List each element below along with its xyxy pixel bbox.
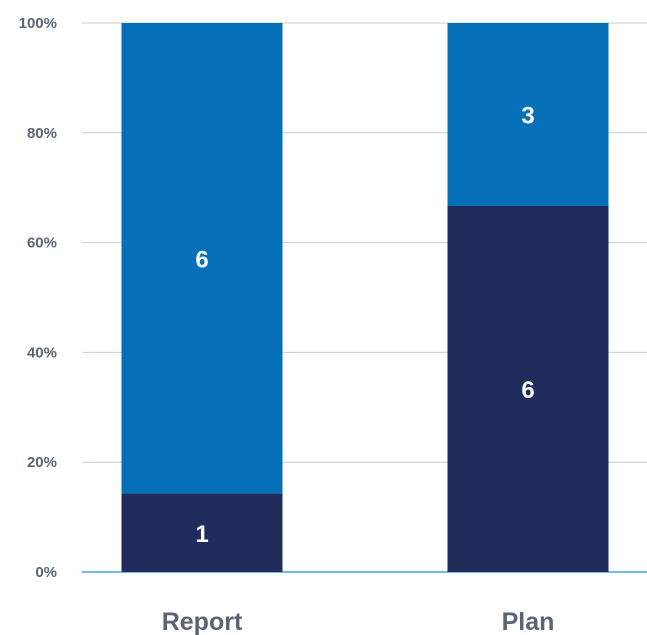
bar-segment <box>447 206 609 572</box>
y-tick-label: 60% <box>27 235 57 252</box>
y-tick-label: 100% <box>19 15 57 32</box>
data-label: 6 <box>521 377 534 404</box>
x-category-label: Plan <box>502 608 555 635</box>
y-tick-label: 20% <box>27 454 57 471</box>
bar-segment <box>121 23 283 494</box>
y-tick-label: 0% <box>35 564 57 581</box>
y-tick-label: 40% <box>27 344 57 361</box>
bars <box>121 23 609 572</box>
data-label: 1 <box>195 521 208 548</box>
data-label: 3 <box>521 103 534 130</box>
data-label: 6 <box>195 246 208 273</box>
bar-segment <box>447 23 609 206</box>
x-category-label: Report <box>162 608 243 635</box>
labels: 0% 20% 40% 60% 80% 100% 1 6 Report 6 3 Plan <box>19 15 555 635</box>
y-tick-label: 80% <box>27 125 57 142</box>
bar-segment <box>121 493 283 572</box>
